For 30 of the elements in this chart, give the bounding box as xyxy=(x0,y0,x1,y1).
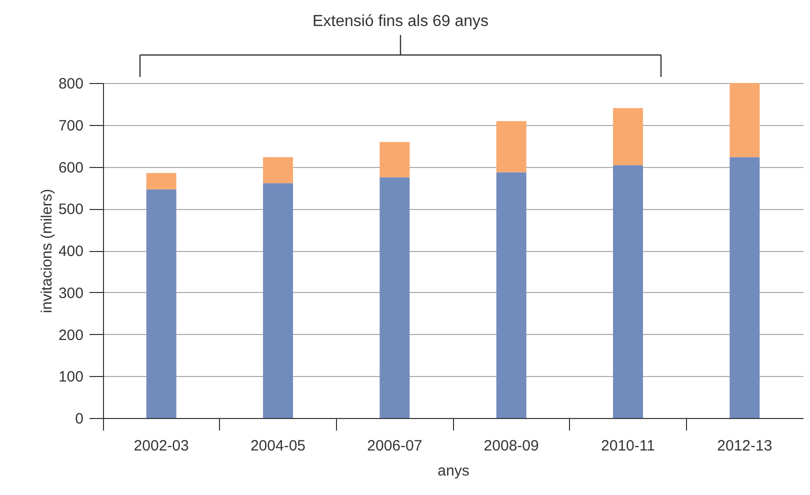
bar xyxy=(146,189,176,418)
x-tick-label: 2008-09 xyxy=(484,438,539,454)
bar xyxy=(730,83,760,158)
text: Extensió fins als 69 anys xyxy=(312,13,489,30)
bar xyxy=(496,121,526,172)
y-tick-label: 300 xyxy=(58,284,84,302)
y-tick-label: 200 xyxy=(58,326,84,344)
x-axis-title: anys xyxy=(438,462,470,480)
y-axis-title: invitacions (milers) xyxy=(38,188,56,314)
bar xyxy=(146,173,176,190)
x-tick-label: 2012-13 xyxy=(717,438,772,454)
x-tick-label: 2004-05 xyxy=(250,438,306,454)
x-tick-label: 2006-07 xyxy=(367,438,422,454)
y-tick-label: 100 xyxy=(58,368,84,386)
y-tick-label: 800 xyxy=(58,76,84,92)
bar xyxy=(613,165,643,418)
y-tick-label: 500 xyxy=(58,201,84,218)
x-tick-label: 2010-11 xyxy=(601,438,655,454)
bar xyxy=(380,177,410,418)
bar xyxy=(380,142,410,178)
bar xyxy=(263,183,293,418)
bar xyxy=(613,108,643,166)
y-tick-label: 700 xyxy=(58,117,84,134)
y-tick-label: 0 xyxy=(75,410,84,428)
bar xyxy=(496,172,526,418)
bar xyxy=(263,157,293,184)
x-tick-label: 2002-03 xyxy=(134,438,189,454)
bar xyxy=(730,157,760,418)
y-tick-label: 600 xyxy=(58,159,84,176)
y-tick-label: 400 xyxy=(58,243,84,260)
